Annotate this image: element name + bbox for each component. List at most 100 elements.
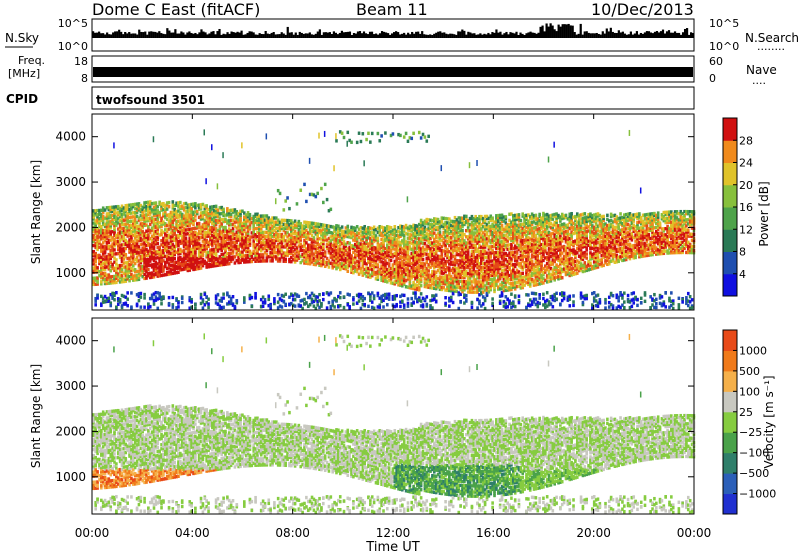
nsky-bar [253,32,255,38]
heatmap-cell [168,302,171,305]
heatmap-cell [377,132,380,135]
nsky-bar [449,34,451,38]
heatmap-cell [346,270,349,273]
nsky-bar [331,34,333,38]
heatmap-cell [205,178,207,184]
heatmap-cell [177,305,180,308]
heatmap-cell [267,294,270,297]
heatmap-cell [352,302,355,305]
nsky-bar [519,33,521,38]
heatmap-cell [267,298,270,301]
heatmap-cell [418,131,421,134]
nsky-bar [628,34,630,38]
nsky-bar [190,33,192,38]
nsky-bar [680,35,682,38]
heatmap-cell [403,304,406,307]
nave-tick-top: 60 [709,55,723,68]
heatmap-cell [333,165,335,171]
nsky-bar [92,31,94,38]
heatmap-cell [156,242,159,245]
nsky-bar [626,35,628,38]
heatmap-cell [109,304,112,307]
nsky-bar [371,32,373,38]
nsky-bar [622,32,624,38]
heatmap-cell [143,296,146,299]
heatmap-cell [459,300,462,303]
nsky-bar [584,31,586,38]
nsky-bar [184,35,186,38]
nsky-bar [160,33,162,38]
nsky-bar [245,34,247,38]
heatmap-cell [241,142,243,148]
nsky-bar [646,31,648,38]
nsky-bar [570,25,572,38]
heatmap-cell [330,291,333,294]
nsky-bar [192,34,194,38]
heatmap-cell [373,307,376,310]
nsky-bar [247,33,249,38]
nsky-bar [122,34,124,38]
nsky-bar [222,34,224,38]
heatmap-cell [395,294,398,297]
heatmap-cell [371,132,374,135]
nsky-tick-top: 10^5 [58,17,88,30]
nsky-bar [218,29,220,38]
heatmap-cell [303,183,306,186]
nsky-bar [238,33,240,38]
nsky-bar [578,34,580,38]
freq-label-line1: Freq. [18,54,45,67]
heatmap-cell [173,257,176,260]
nsky-bar [642,34,644,38]
nsky-bar [562,24,564,38]
nsky-bar [234,33,236,38]
nsky-bar [678,33,680,38]
heatmap-cell [149,305,152,308]
nsky-bar [393,32,395,38]
nsky-bar [355,34,357,38]
heatmap-cell [425,295,428,298]
heatmap-cell [335,139,338,142]
nsky-bar [684,29,686,38]
nsky-bar [491,32,493,38]
nsky-bar [672,33,674,38]
nsky-bar [421,31,423,38]
heatmap-cell [160,302,163,305]
heatmap-cell [277,301,280,304]
nsky-bar [600,35,602,38]
heatmap-cell [254,292,257,295]
nsky-bar [389,35,391,38]
nsky-bar [423,34,425,38]
nsky-bar [293,35,295,38]
nsky-bar [345,32,347,38]
nsky-bar [365,33,367,38]
nsky-bar [309,32,311,38]
nsky-bar [473,33,475,38]
heatmap-cell [420,292,423,295]
nsky-bar [158,31,160,38]
heatmap-cell [249,213,252,216]
nsky-bar [110,34,112,38]
nsky-bar [487,33,489,38]
heatmap-cell [235,299,238,302]
nsky-bar [539,27,541,38]
nsky-bar [128,32,130,38]
nsky-bar [644,32,646,38]
nsky-bar [176,34,178,38]
nsky-bar [106,32,108,38]
nsky-bar [305,33,307,38]
nsky-bar [329,32,331,38]
heatmap-cell [181,301,184,304]
nsky-bar [457,31,459,38]
nsky-bar [580,24,582,38]
heatmap-cell [299,189,302,192]
heatmap-cell [115,291,118,294]
freq-label-line2: [MHz] [8,67,40,80]
heatmap-cell [363,160,365,166]
nsky-bar [259,33,261,38]
nsky-bar [291,32,293,38]
nsky-bar [255,34,257,38]
nsky-bar [337,34,339,38]
nsky-bar [194,33,196,38]
heatmap-cell [203,129,205,135]
nsky-bar [513,33,515,38]
